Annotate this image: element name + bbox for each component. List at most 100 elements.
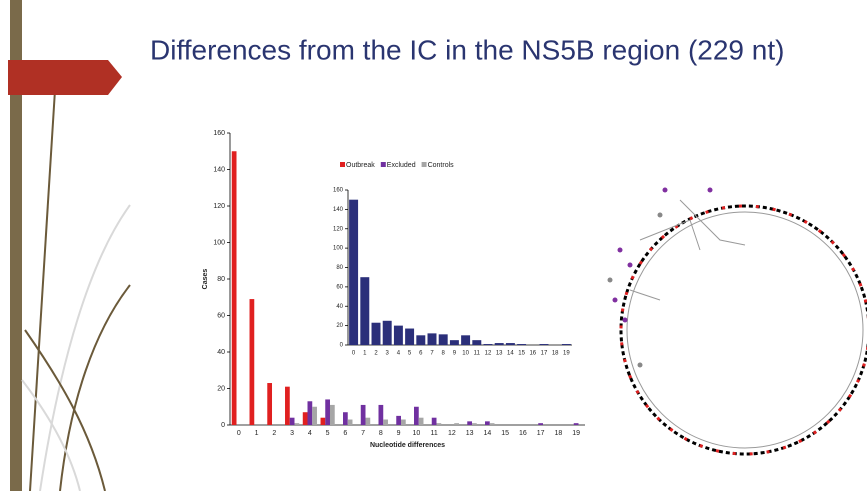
bar <box>379 405 384 425</box>
x-tick-label: 0 <box>237 430 241 437</box>
bar <box>419 418 424 425</box>
x-tick-label: 13 <box>496 351 503 357</box>
bar <box>360 277 369 345</box>
bar <box>472 340 481 345</box>
bar <box>285 387 290 425</box>
bar <box>472 423 477 425</box>
bar <box>365 418 370 425</box>
x-tick-label: 17 <box>537 430 545 437</box>
bar <box>232 151 237 425</box>
legend-swatch <box>422 162 427 167</box>
legend-label: Outbreak <box>346 162 375 169</box>
bar <box>416 335 425 345</box>
bar <box>461 335 470 345</box>
x-tick-label: 16 <box>519 430 527 437</box>
bar <box>394 326 403 345</box>
bar <box>321 418 326 425</box>
bar <box>303 412 308 425</box>
y-tick-label: 40 <box>336 304 343 310</box>
x-tick-label: 5 <box>326 430 330 437</box>
decor-stripes <box>22 90 130 491</box>
bar <box>383 420 388 425</box>
legend-swatch <box>340 162 345 167</box>
x-tick-label: 1 <box>255 430 259 437</box>
x-tick-label: 19 <box>572 430 580 437</box>
bar <box>330 405 335 425</box>
slide: Differences from the IC in the NS5B regi… <box>0 0 867 491</box>
x-tick-label: 6 <box>343 430 347 437</box>
bar <box>574 423 579 425</box>
y-tick-label: 20 <box>217 385 225 392</box>
x-tick-label: 16 <box>529 351 536 357</box>
x-tick-label: 7 <box>361 430 365 437</box>
y-tick-label: 80 <box>336 265 343 271</box>
bar <box>562 344 571 345</box>
x-tick-label: 14 <box>507 351 514 357</box>
x-tick-label: 18 <box>554 430 562 437</box>
y-tick-label: 120 <box>213 203 225 210</box>
x-tick-label: 11 <box>430 430 437 437</box>
y-axis-label: Cases <box>202 269 209 290</box>
bar <box>401 420 406 425</box>
y-tick-label: 100 <box>213 239 225 246</box>
legend-label: Excluded <box>387 162 416 169</box>
x-tick-label: 3 <box>290 430 294 437</box>
bar <box>414 407 419 425</box>
y-tick-label: 160 <box>213 130 225 137</box>
x-tick-label: 13 <box>466 430 474 437</box>
x-tick-label: 4 <box>308 430 312 437</box>
bar <box>439 334 448 345</box>
bar <box>325 399 330 425</box>
bar <box>506 343 515 345</box>
x-tick-label: 11 <box>474 351 481 357</box>
bar <box>540 344 549 345</box>
bar <box>349 200 358 345</box>
phylogenetic-tree <box>608 188 867 455</box>
y-tick-label: 20 <box>336 323 343 329</box>
y-tick-label: 140 <box>213 166 225 173</box>
bar <box>405 329 414 345</box>
y-tick-label: 60 <box>217 312 225 319</box>
bar <box>267 383 272 425</box>
x-tick-label: 18 <box>552 351 559 357</box>
y-tick-label: 0 <box>221 422 225 429</box>
bar <box>312 407 317 425</box>
x-tick-label: 12 <box>448 430 456 437</box>
bar <box>372 323 381 345</box>
legend-swatch <box>381 162 386 167</box>
x-tick-label: 2 <box>272 430 276 437</box>
bar <box>495 343 504 345</box>
y-tick-label: 160 <box>333 188 344 194</box>
x-tick-label: 15 <box>518 351 525 357</box>
x-tick-label: 9 <box>397 430 401 437</box>
x-tick-label: 8 <box>379 430 383 437</box>
bar <box>308 401 313 425</box>
x-tick-label: 17 <box>541 351 548 357</box>
bar <box>538 423 543 425</box>
bar <box>428 333 437 345</box>
bar <box>436 423 441 425</box>
bar <box>250 299 255 425</box>
y-tick-label: 40 <box>217 349 225 356</box>
bar <box>484 344 493 345</box>
bar <box>450 340 459 345</box>
x-tick-label: 15 <box>501 430 509 437</box>
y-tick-label: 120 <box>333 226 344 232</box>
x-tick-label: 10 <box>462 351 469 357</box>
y-tick-label: 60 <box>336 284 343 290</box>
bar <box>490 423 495 425</box>
bar <box>485 421 490 425</box>
x-tick-label: 19 <box>563 351 570 357</box>
bar <box>294 423 299 425</box>
bar <box>517 344 526 345</box>
y-tick-label: 100 <box>333 246 344 252</box>
x-axis-label: Nucleotide differences <box>370 442 445 449</box>
bar <box>383 321 392 345</box>
bar <box>454 423 459 425</box>
x-tick-label: 12 <box>485 351 492 357</box>
bar <box>290 418 295 425</box>
bar <box>467 421 472 425</box>
bar <box>343 412 348 425</box>
y-tick-label: 140 <box>333 207 344 213</box>
slide-title: Differences from the IC in the NS5B regi… <box>150 34 784 65</box>
